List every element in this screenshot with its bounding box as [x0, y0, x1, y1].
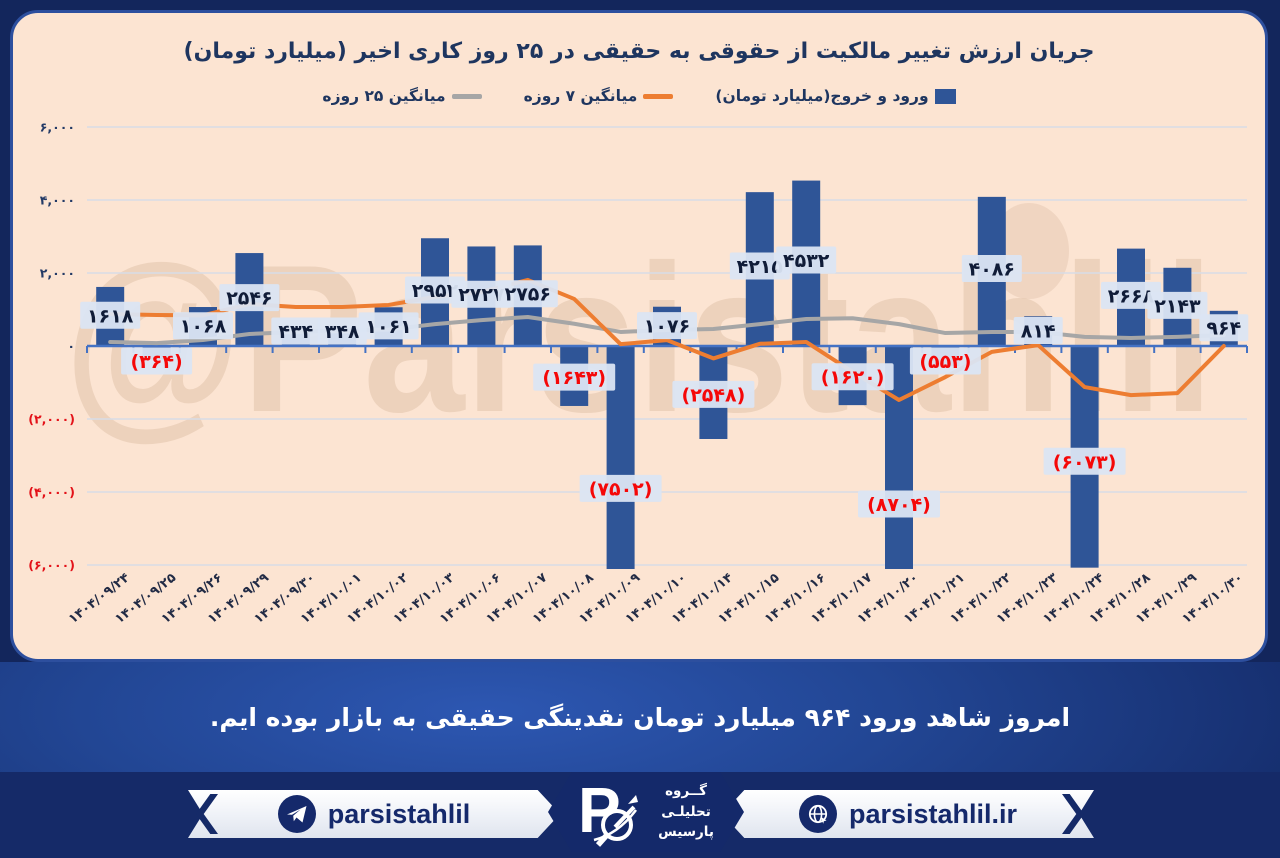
bar-value-box [776, 246, 837, 274]
bar-value-box [121, 347, 193, 375]
bar-value-label: ۹۶۴ [1206, 318, 1241, 340]
legend-bar-label: ورود و خروج(میلیارد تومان) [715, 87, 929, 105]
bar-value-label: ۲۷۵۶ [505, 284, 551, 306]
bar-value-label: ۴۵۳۲ [783, 250, 830, 272]
bar-value-box [637, 312, 697, 340]
bar-value-box [451, 280, 512, 308]
bar-value-box [729, 252, 790, 280]
legend-avg7-label: میانگین ۷ روزه [523, 87, 638, 105]
brand-logo-mark: P [578, 774, 639, 847]
bar-value-label: ۲۹۵۲ [412, 280, 459, 302]
website-url: parsistahlil.ir [848, 798, 1018, 829]
bar-value-box [271, 317, 321, 345]
bar-value-box [533, 363, 616, 391]
bar-value-label: (۷۵۰۲) [589, 478, 653, 500]
bar-value-label: ۱۰۶۱ [365, 316, 411, 338]
chart-title: جریان ارزش تغییر مالکیت از حقوقی به حقیق… [183, 39, 1095, 64]
globe-icon [798, 795, 837, 833]
bar-value-box [579, 474, 662, 502]
bar-value-label: ۴۳۴ [278, 321, 313, 343]
legend-item-avg7: میانگین ۷ روزه [524, 87, 674, 105]
telegram-ribbon: parsistahlil [188, 790, 560, 838]
bar-value-box [1147, 291, 1208, 319]
brand-logo: P گــروه تحلیلـی پارسیس [548, 772, 744, 852]
bar-value-box [80, 301, 141, 329]
bar-value-box [405, 276, 465, 304]
y-tick-label: (۶,۰۰۰) [28, 558, 75, 573]
bar-value-label: (۲۵۴۸) [682, 384, 746, 406]
bar-value-box [961, 254, 1022, 282]
y-tick-label: ۲,۰۰۰ [40, 266, 75, 281]
bar-value-box [1199, 314, 1249, 342]
y-tick-label: ۰ [67, 339, 75, 354]
bar-value-label: ۲۶۶۸ [1108, 285, 1155, 307]
bar-value-box [317, 317, 367, 345]
brand-logo-text: گــروه تحلیلـی پارسیس [658, 782, 714, 841]
bar-value-box [1101, 281, 1161, 309]
bar-value-box [219, 284, 280, 312]
telegram-handle: parsistahlil [327, 798, 471, 829]
legend-avg25-swatch [451, 93, 482, 99]
bar-value-box [1013, 317, 1063, 345]
bar-value-label: ۲۱۴۳ [1154, 295, 1201, 317]
bar-value-label: ۸۱۴ [1021, 321, 1056, 343]
bar-value-label: ۲۷۲۷ [458, 284, 505, 306]
bar-value-label: ۳۴۸ [325, 321, 360, 343]
bar-value-box [909, 347, 981, 375]
y-tick-label: ۴,۰۰۰ [40, 193, 75, 208]
message-band: امروز شاهد ورود ۹۶۴ میلیارد تومان نقدینگ… [0, 662, 1280, 772]
legend-bar-swatch [934, 88, 956, 104]
bar-value-box [858, 490, 940, 518]
bar-value-label: ۱۶۱۸ [87, 305, 134, 327]
website-ribbon: parsistahlil.ir [722, 790, 1094, 838]
bar-value-label: (۶۰۷۳) [1053, 451, 1117, 473]
legend-item-bars: ورود و خروج(میلیارد تومان) [715, 87, 956, 105]
legend-avg7-swatch [643, 93, 674, 99]
chart-legend: ورود و خروج(میلیارد تومان) میانگین ۷ روز… [13, 87, 1265, 105]
y-tick-label: (۴,۰۰۰) [28, 485, 75, 500]
message-text: امروز شاهد ورود ۹۶۴ میلیارد تومان نقدینگ… [209, 702, 1071, 732]
bar-value-box [811, 363, 894, 391]
bar-value-label: ۲۵۴۶ [226, 288, 272, 310]
y-tick-label: ۶,۰۰۰ [40, 120, 75, 135]
avg7-line [108, 277, 1226, 403]
bar-value-label: ۱۰۷۶ [644, 316, 690, 338]
legend-item-avg25: میانگین ۲۵ روزه [322, 87, 482, 105]
legend-avg25-label: میانگین ۲۵ روزه [322, 87, 446, 105]
bar-value-label: (۱۶۲۰) [821, 367, 885, 389]
bar-value-label: ۴۲۱۵ [737, 256, 784, 278]
bar-value-box [358, 312, 419, 340]
telegram-icon [277, 795, 316, 833]
bar-value-label: (۸۷۰۴) [867, 494, 931, 516]
bar-value-box [672, 380, 755, 408]
bar-value-label: ۱۰۶۸ [180, 316, 227, 338]
bar-value-label: (۳۶۴) [131, 351, 183, 373]
bar-value-box [173, 312, 233, 340]
bar-value-box [497, 280, 558, 308]
y-tick-label: (۲,۰۰۰) [28, 412, 75, 427]
chart-card: جریان ارزش تغییر مالکیت از حقوقی به حقیق… [10, 10, 1268, 662]
bar-value-label: ۴۰۸۶ [969, 258, 1015, 280]
bar-value-label: (۵۵۳) [919, 351, 971, 373]
bar-value-label: (۱۶۴۳) [542, 367, 606, 389]
bar-value-box [1043, 447, 1126, 475]
